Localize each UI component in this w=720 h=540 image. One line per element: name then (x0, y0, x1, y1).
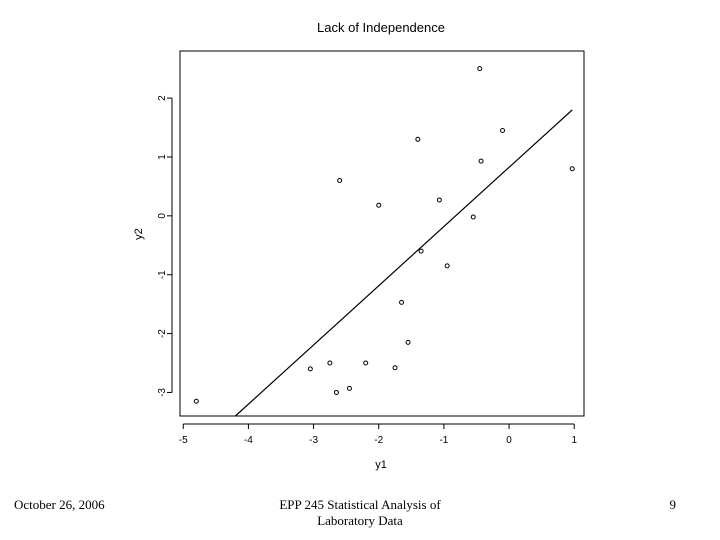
y-tick-label: 1 (157, 154, 168, 160)
y-axis-label: y2 (133, 228, 145, 240)
footer-course-line-1: EPP 245 Statistical Analysis of (279, 497, 441, 512)
data-point (376, 202, 382, 208)
x-tick-label: -2 (374, 435, 383, 446)
x-tick-label: -1 (439, 435, 448, 446)
data-point (307, 366, 313, 372)
data-point (405, 339, 411, 345)
footer-date: October 26, 2006 (14, 497, 105, 512)
y-tick-label: 0 (157, 213, 168, 219)
y-tick-label: 2 (157, 95, 168, 101)
data-point (500, 127, 506, 133)
x-axis: -5 -4 -3 -2 -1 0 1 (179, 423, 577, 446)
data-point (327, 360, 333, 366)
footer-course-title: EPP 245 Statistical Analysis of Laborato… (240, 497, 480, 529)
data-point (363, 360, 369, 366)
data-point (436, 197, 442, 203)
y-tick-label: -3 (157, 388, 168, 397)
regression-line (234, 109, 573, 417)
y-axis: -3 -2 -1 0 1 2 (157, 95, 173, 397)
data-point (193, 398, 199, 404)
data-point (477, 66, 483, 72)
y-tick-label: -1 (157, 270, 168, 279)
x-tick-label: -5 (179, 435, 188, 446)
data-point (337, 178, 343, 184)
data-point (415, 136, 421, 142)
data-point (418, 248, 424, 254)
data-point (444, 263, 450, 269)
data-point (346, 385, 352, 391)
data-point (569, 166, 575, 172)
x-tick-label: 1 (571, 435, 577, 446)
page-number: 9 (669, 497, 677, 512)
scatter-chart: Lack of Independence -5 -4 -3 -2 -1 0 1 -3 -2 -1… (133, 20, 585, 471)
x-tick-label: -3 (309, 435, 318, 446)
data-points (193, 66, 575, 404)
data-point (478, 158, 484, 164)
y-tick-label: -2 (157, 329, 168, 338)
footer-course-line-2: Laboratory Data (317, 513, 403, 528)
data-point (470, 214, 476, 220)
chart-title: Lack of Independence (317, 20, 445, 35)
x-tick-label: -4 (244, 435, 253, 446)
x-axis-label: y1 (375, 459, 387, 471)
data-point (399, 299, 405, 305)
data-point (333, 389, 339, 395)
data-point (392, 365, 398, 371)
plot-frame (179, 50, 585, 417)
x-tick-label: 0 (506, 435, 512, 446)
